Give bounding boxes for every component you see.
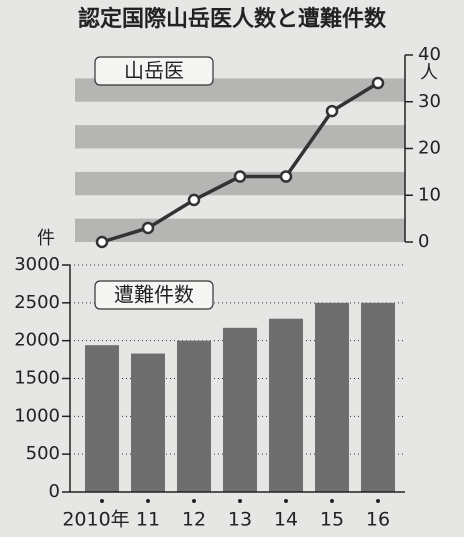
point	[187, 193, 201, 207]
x-tick	[146, 499, 150, 503]
y-tick-label: 2000	[14, 330, 60, 351]
point	[325, 104, 339, 118]
y-tick-label: 1500	[14, 368, 60, 389]
point	[279, 170, 293, 183]
x-tick-label: 11	[136, 509, 160, 531]
bar	[85, 345, 119, 492]
bar	[315, 302, 349, 492]
x-tick-label: 14	[274, 509, 298, 531]
legend-label: 遭難件数	[114, 283, 194, 307]
point	[95, 235, 109, 249]
bar	[177, 340, 211, 492]
y-unit: 件	[37, 228, 55, 249]
x-tick-label: 13	[228, 509, 252, 531]
x-tick-label: 2010年	[62, 509, 129, 531]
point	[233, 170, 247, 183]
y-tick-label: 2500	[14, 292, 60, 313]
chart-title: 認定国際山岳医人数と遭難件数	[78, 6, 387, 32]
x-tick	[192, 499, 196, 503]
x-tick	[376, 499, 380, 503]
y-tick-label: 0	[418, 231, 429, 252]
y-tick-label: 500	[26, 443, 60, 464]
point	[141, 221, 155, 235]
bar	[223, 327, 257, 492]
x-tick	[284, 499, 288, 503]
legend-box	[94, 56, 214, 86]
legend-label: 山岳医	[124, 59, 184, 83]
bar	[131, 353, 165, 492]
y-tick-label: 20	[418, 138, 441, 159]
x-tick-label: 15	[320, 509, 344, 531]
y-tick-label: 40	[418, 44, 441, 65]
grid-band	[75, 171, 405, 196]
grid-band	[75, 125, 405, 149]
bar	[269, 318, 303, 492]
y-tick-label: 1000	[14, 405, 60, 426]
x-tick	[100, 499, 104, 503]
y-tick-label: 3000	[14, 254, 60, 275]
x-tick	[238, 499, 242, 503]
y-tick-label: 10	[418, 184, 441, 205]
x-tick	[330, 499, 334, 503]
point	[371, 76, 385, 90]
x-tick-label: 12	[182, 509, 206, 531]
x-tick-label: 16	[366, 509, 390, 531]
bar	[361, 302, 395, 492]
y-tick-label: 0	[49, 481, 60, 502]
y-tick-label: 30	[418, 91, 441, 112]
legend-box	[94, 280, 214, 310]
y-unit: 人	[420, 62, 438, 83]
grid-band	[75, 218, 405, 242]
